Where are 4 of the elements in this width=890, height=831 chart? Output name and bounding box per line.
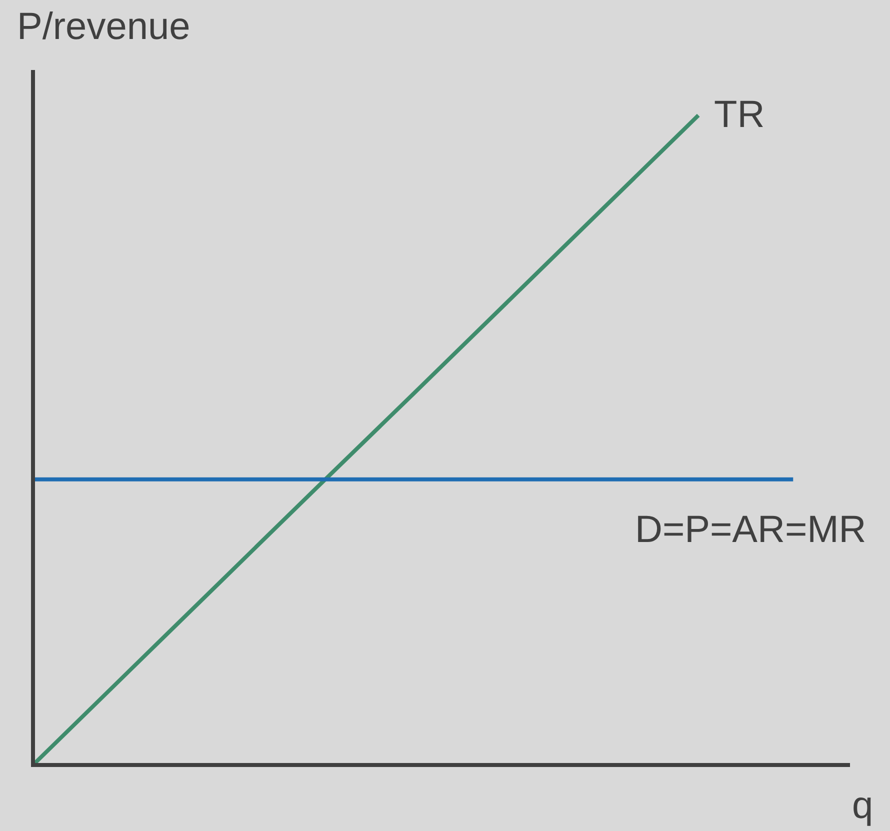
y-axis-title: P/revenue: [17, 6, 190, 48]
series-label: D=P=AR=MR: [635, 509, 866, 551]
series-label: TR: [714, 94, 765, 136]
x-axis-title: q: [852, 785, 874, 827]
